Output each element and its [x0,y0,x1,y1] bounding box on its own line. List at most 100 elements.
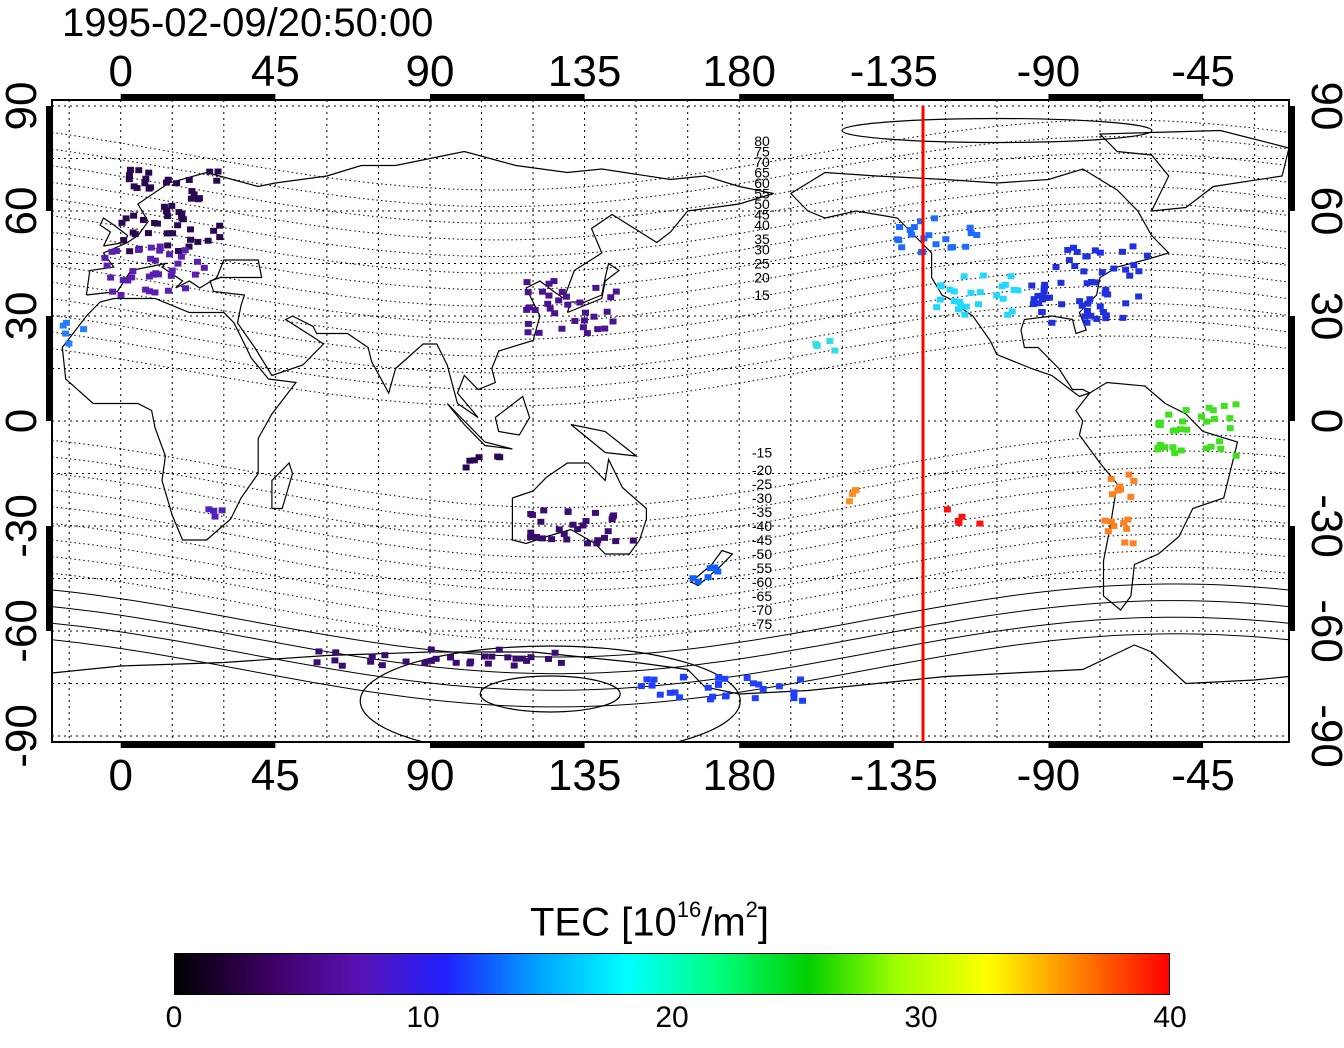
tec-pixel [378,662,386,669]
axis-bar [1048,94,1204,100]
tec-pixel [656,691,664,698]
tec-pixel [466,457,474,464]
lon-tick-label: -135 [850,47,938,96]
mag-contour [52,616,1289,691]
tec-pixel [790,695,798,702]
tec-pixel [1209,407,1217,414]
tec-pixel [601,325,609,332]
lon-tick-label: -45 [1171,751,1235,800]
tec-pixel [166,230,174,237]
tec-pixel [666,689,674,696]
tec-pixel [173,180,181,187]
tec-pixel [1107,475,1115,482]
tec-pixel [930,215,938,222]
tec-pixel [743,674,751,681]
tec-pixel [1118,248,1126,255]
tec-pixel [958,513,966,520]
tec-pixel [1182,407,1190,414]
tec-pixel [120,237,128,244]
tec-pixel [689,575,697,582]
tec-pixel [1120,519,1128,526]
tec-pixel [1071,263,1079,270]
tec-pixel [147,255,155,262]
tec-pixel [427,657,435,664]
tec-pixel [545,292,553,299]
tec-pixel [367,658,375,665]
tec-pixel [564,508,572,515]
lat-tick-label: 0 [1302,409,1344,433]
tec-pixel [186,236,194,243]
tec-pixel [523,279,531,286]
tec-pixel [1083,307,1091,314]
tec-pixel [1080,268,1088,275]
tec-pixel [721,675,729,682]
tec-pixel [186,226,194,233]
tec-pixel [182,285,190,292]
tec-pixel [694,578,702,585]
tec-pixel [1048,319,1056,326]
tec-pixel [722,693,730,700]
tec-pixel [604,528,612,535]
tec-pixel [826,338,834,345]
tec-pixel [999,295,1007,302]
tec-pixel [1057,279,1065,286]
tec-pixel [569,521,577,528]
tec-pixel [518,655,526,662]
tec-pixel [948,244,956,251]
tec-pixel [1096,303,1104,310]
tec-pixel [1125,471,1133,478]
tec-pixel [560,531,568,538]
tec-pixel [1087,312,1095,319]
tec-pixel [65,340,73,347]
tec-pixel [1110,265,1118,272]
colorbar-tick-label: 0 [165,1001,183,1034]
tec-pixel [447,654,455,661]
tec-pixel [1171,449,1179,456]
tec-pixel [1083,319,1091,326]
tec-pixel [592,284,600,291]
coastline [1098,129,1289,212]
tec-pixel [960,273,968,280]
lon-tick-label: 180 [703,47,776,96]
tec-pixel [799,697,807,704]
tec-pixel [129,268,137,275]
tec-pixel [755,681,763,688]
tec-pixel [966,224,974,231]
tec-pixel [545,280,553,287]
mag-contour [52,136,1289,208]
contour-label: 20 [754,270,770,286]
tec-pixel [1081,313,1089,320]
tec-pixel [546,305,554,312]
contour-label: 75 [754,144,770,160]
tec-pixel [466,660,474,667]
tec-pixel [427,646,435,653]
tec-pixel [126,166,134,173]
lon-tick-label: 135 [548,47,621,96]
tec-pixel [558,325,566,332]
tec-pixel [112,247,120,254]
tec-pixel [130,212,138,219]
tec-pixel [495,646,503,653]
tec-pixel [579,522,587,529]
tec-pixel [131,231,139,238]
tec-pixel [164,213,172,220]
tec-pixel [581,309,589,316]
tec-pixel [1052,263,1060,270]
tec-pixel [1104,291,1112,298]
contour-label: -25 [752,476,772,492]
tec-pixel [1232,452,1240,459]
lat-tick-label: 30 [1302,292,1344,341]
tec-pixel [524,289,532,296]
tec-pixel [1040,285,1048,292]
tec-pixel [979,272,987,279]
tec-pixel [933,304,941,311]
tec-pixel [583,540,591,547]
tec-pixel [432,655,440,662]
tec-pixel [1028,282,1036,289]
tec-pixel [211,513,219,520]
tec-pixel [204,237,212,244]
coastline [271,461,294,510]
tec-pixel [142,286,150,293]
lat-tick-label: -30 [0,494,46,558]
tec-pixel [1119,314,1127,321]
